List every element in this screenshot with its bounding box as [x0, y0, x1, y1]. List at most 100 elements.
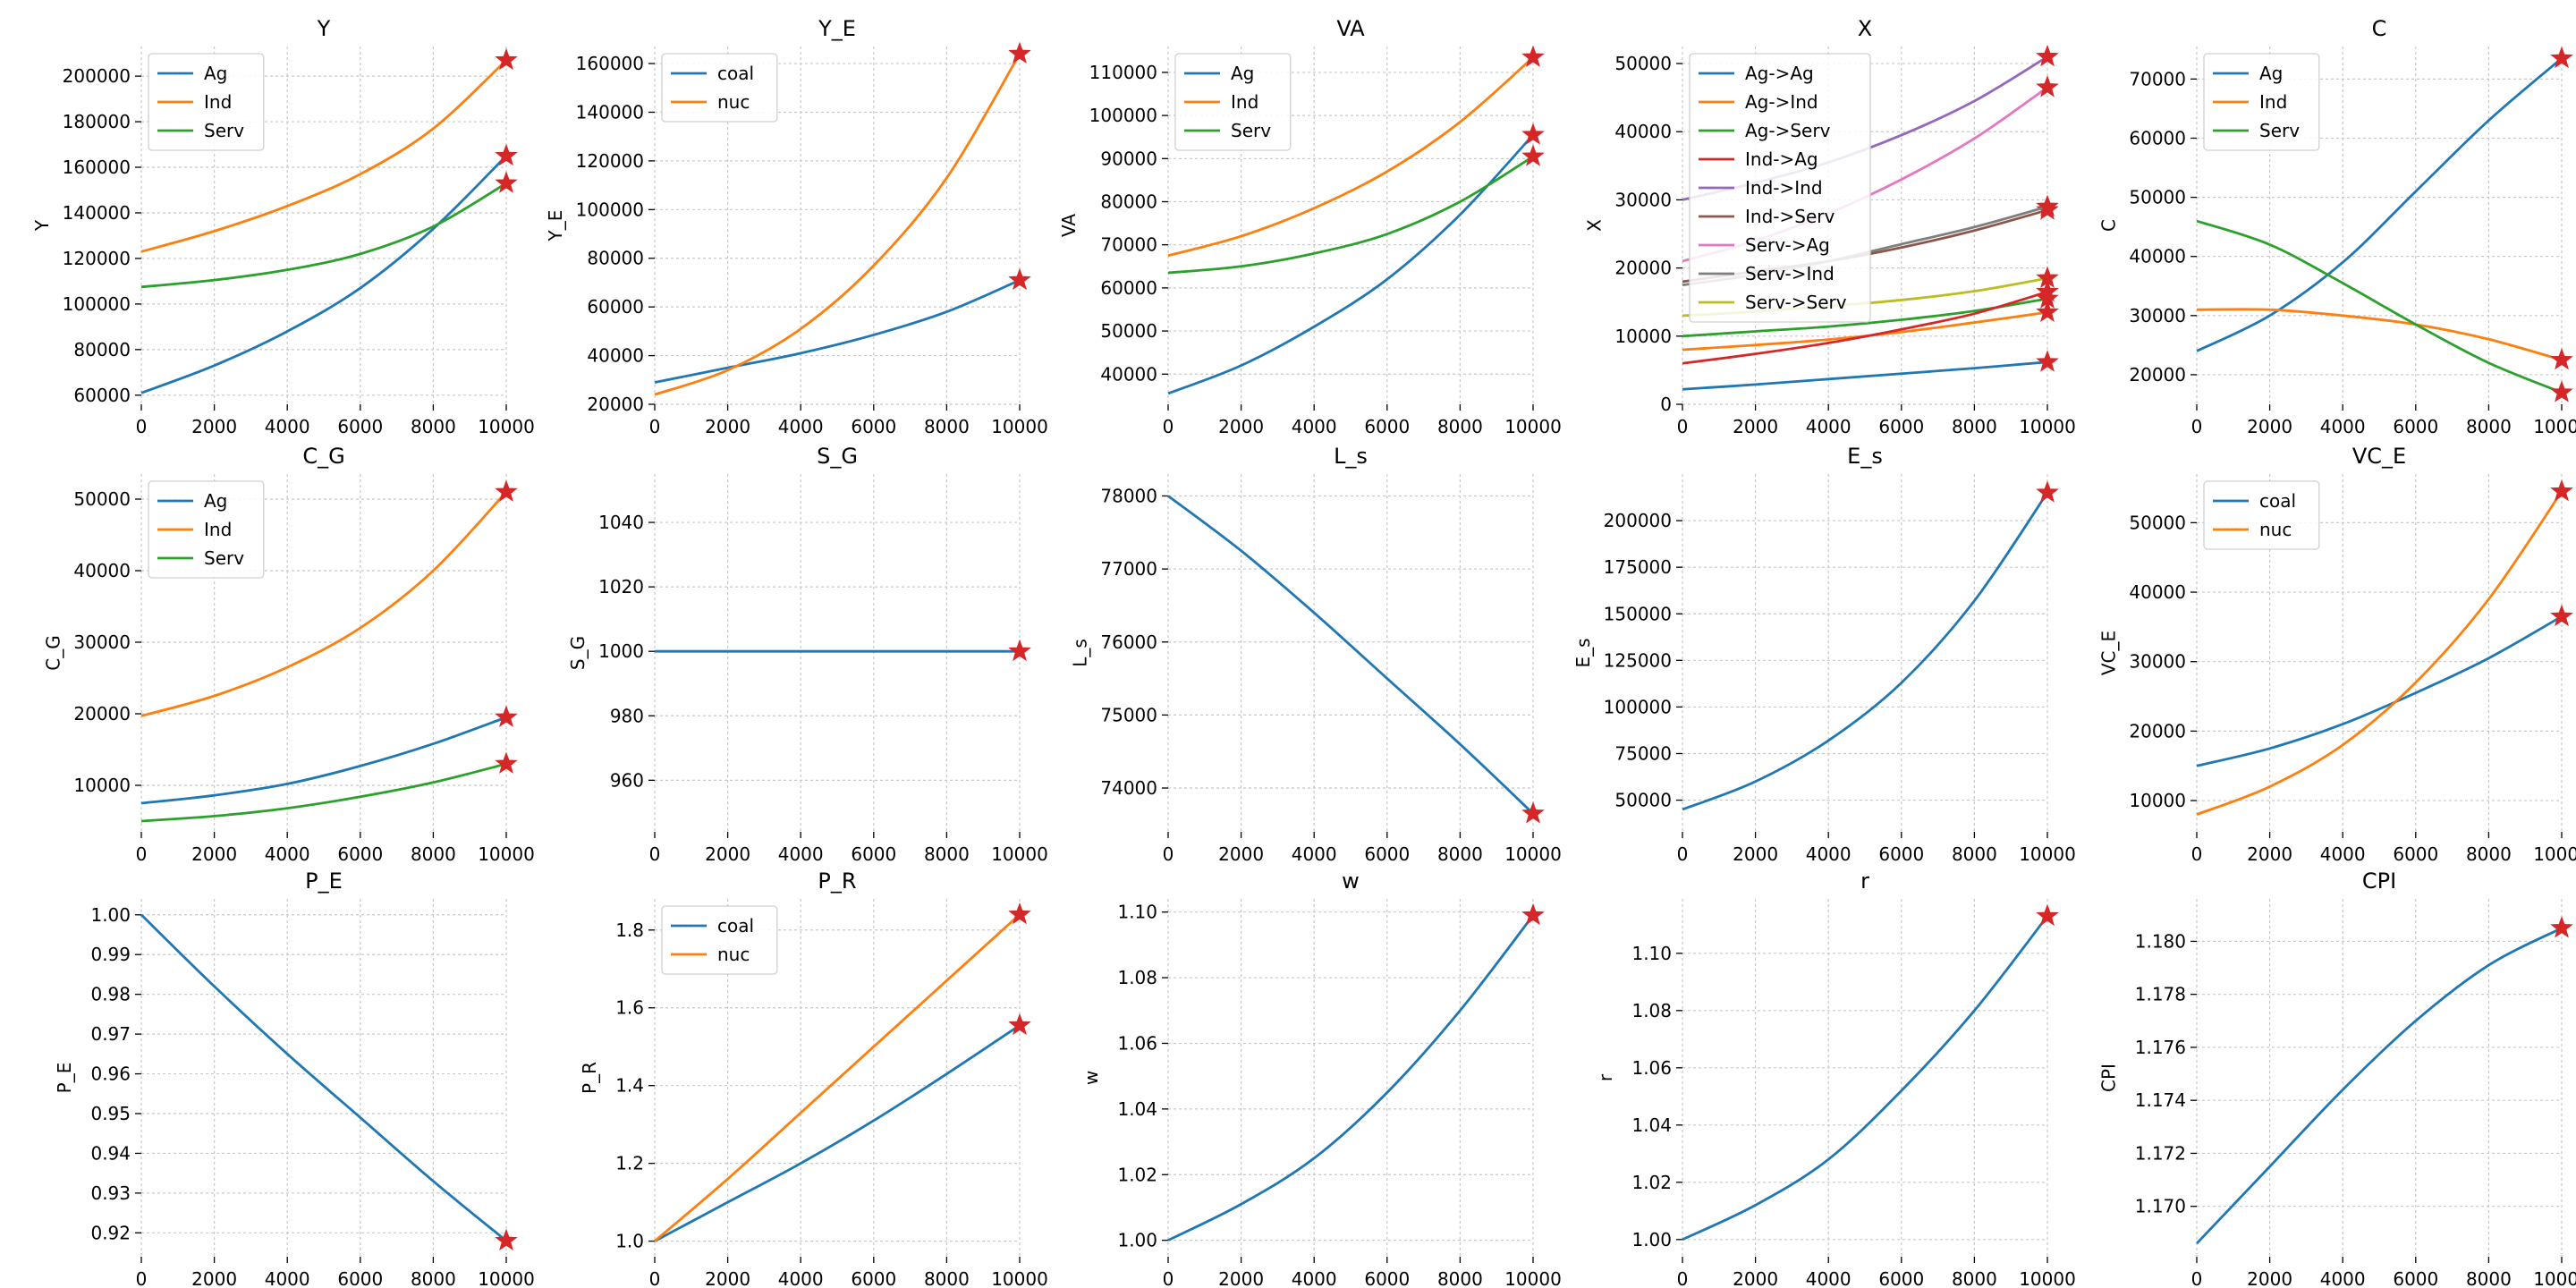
y-tick-label: 50000: [2129, 512, 2186, 533]
x-tick-label: 10000: [478, 416, 535, 437]
x-tick-label: 2000: [2247, 843, 2292, 865]
y-axis-label: VC_E: [2098, 631, 2120, 675]
y-tick-label: 175000: [1604, 556, 1672, 578]
x-tick-label: 2000: [1733, 416, 1778, 437]
subplot-y: 0 2000 4000 6000 8000 10000 60000 80000 100000 12…: [31, 16, 535, 437]
x-tick-label: 8000: [411, 843, 456, 865]
y-tick-label: 40000: [1614, 121, 1672, 142]
y-tick-label: 180000: [63, 111, 131, 132]
x-tick-label: 6000: [851, 1268, 896, 1288]
x-tick-label: 4000: [265, 416, 310, 437]
y-axis-label: X: [1584, 219, 1606, 232]
y-axis-label: C_G: [43, 635, 64, 670]
x-tick-label: 4000: [2320, 416, 2366, 437]
x-tick-label: 4000: [1292, 1268, 1337, 1288]
y-tick-label: 60000: [587, 296, 644, 318]
series-line-ind: [2196, 308, 2563, 361]
y-tick-label: 77000: [1100, 558, 1157, 580]
y-tick-label: 1.08: [1631, 1000, 1672, 1021]
y-tick-label: 74000: [1100, 777, 1157, 799]
y-tick-label: 1.02: [1631, 1172, 1672, 1193]
legend-label: Ind: [2259, 91, 2287, 113]
series-line-nuc: [2196, 490, 2563, 816]
legend-label: Ag->Ind: [1745, 91, 1818, 113]
chart-title: P_R: [818, 869, 856, 894]
legend: coal nuc: [661, 905, 778, 975]
x-tick-label: 4000: [2320, 843, 2366, 865]
chart-title: L_s: [1334, 444, 1368, 469]
chart-title: w: [1342, 869, 1360, 894]
subplot-p-e: 0 2000 4000 6000 8000 10000 0.92 0.93 0.94 0.95 0.…: [54, 869, 535, 1288]
y-tick-label: 78000: [1100, 485, 1157, 506]
y-tick-label: 50000: [2129, 187, 2186, 208]
end-point-marker: [495, 1228, 518, 1251]
y-tick-label: 1.2: [615, 1153, 644, 1174]
y-tick-label: 200000: [63, 65, 131, 87]
legend-label: Ag->Ag: [1745, 63, 1814, 84]
y-tick-label: 30000: [1614, 189, 1672, 210]
y-tick-label: 1.172: [2135, 1142, 2186, 1164]
chart-title: X: [1858, 16, 1872, 41]
end-point-marker: [2036, 44, 2059, 67]
end-point-marker: [495, 705, 518, 727]
x-tick-label: 10000: [2533, 416, 2576, 437]
subplot-va: 0 2000 4000 6000 8000 10000 40000 50000 60000 700…: [1058, 16, 1562, 437]
y-tick-label: 76000: [1100, 631, 1157, 653]
y-tick-label: 1.170: [2135, 1196, 2186, 1217]
legend: coal nuc: [2203, 480, 2320, 550]
x-tick-label: 6000: [1364, 1268, 1410, 1288]
y-tick-label: 1.0: [615, 1231, 644, 1252]
chart-title: VC_E: [2352, 444, 2406, 469]
series-line-ag: [2196, 57, 2563, 352]
end-point-marker: [1008, 639, 1031, 662]
y-axis-label: C: [2098, 219, 2120, 232]
end-point-marker: [495, 143, 518, 166]
y-axis-label: P_R: [579, 1062, 600, 1094]
x-tick-label: 8000: [2466, 416, 2512, 437]
x-tick-label: 8000: [1437, 843, 1483, 865]
y-tick-label: 1.4: [615, 1075, 644, 1097]
end-point-marker: [2036, 194, 2059, 216]
series-line-main: [1682, 492, 2049, 811]
x-tick-label: 10000: [478, 843, 535, 865]
end-point-marker: [2036, 350, 2059, 372]
x-tick-label: 6000: [1364, 416, 1410, 437]
series-line-nuc: [654, 913, 1021, 1242]
legend-label: nuc: [717, 944, 750, 965]
y-tick-label: 60000: [73, 385, 131, 406]
y-tick-label: 1.02: [1117, 1164, 1157, 1185]
legend-label: Ag: [2259, 63, 2283, 84]
legend: Ag Ind Serv: [1174, 53, 1292, 151]
legend-box: [2203, 53, 2320, 151]
end-point-marker: [2036, 300, 2059, 323]
x-tick-label: 8000: [1437, 416, 1483, 437]
y-tick-label: 1040: [598, 512, 644, 533]
y-tick-label: 1.06: [1117, 1032, 1157, 1054]
y-tick-label: 0.93: [90, 1182, 131, 1204]
y-axis-label: E_s: [1572, 638, 1594, 667]
x-tick-label: 10000: [2019, 1268, 2076, 1288]
x-tick-label: 6000: [337, 416, 383, 437]
end-point-marker: [495, 47, 518, 71]
x-tick-label: 0: [136, 416, 148, 437]
y-tick-label: 0.95: [90, 1103, 131, 1124]
y-tick-label: 80000: [73, 339, 131, 360]
chart-title: S_G: [817, 444, 858, 469]
legend-label: Serv->Ind: [1745, 263, 1835, 284]
y-tick-label: 40000: [2129, 246, 2186, 267]
y-tick-label: 30000: [2129, 305, 2186, 326]
y-tick-label: 110000: [1089, 62, 1157, 83]
x-tick-label: 4000: [1806, 416, 1852, 437]
series-line-serv: [140, 182, 507, 289]
subplot-c: 0 2000 4000 6000 8000 10000 20000 30000 40000 500…: [2098, 16, 2576, 437]
series-line-serv: [2196, 219, 2563, 394]
subplot-l-s: 0 2000 4000 6000 8000 10000 74000 75000 76000 770…: [1070, 444, 1562, 865]
y-axis-label: L_s: [1070, 639, 1091, 667]
y-axis-label: w: [1080, 1071, 1102, 1085]
x-tick-label: 4000: [265, 843, 310, 865]
x-tick-label: 0: [136, 843, 148, 865]
y-tick-label: 75000: [1100, 704, 1157, 725]
x-tick-label: 2000: [1218, 843, 1264, 865]
subplot-w: 0 2000 4000 6000 8000 10000 1.00 1.02 1.04 1.06 1.…: [1080, 869, 1562, 1288]
end-point-marker: [1521, 123, 1545, 145]
